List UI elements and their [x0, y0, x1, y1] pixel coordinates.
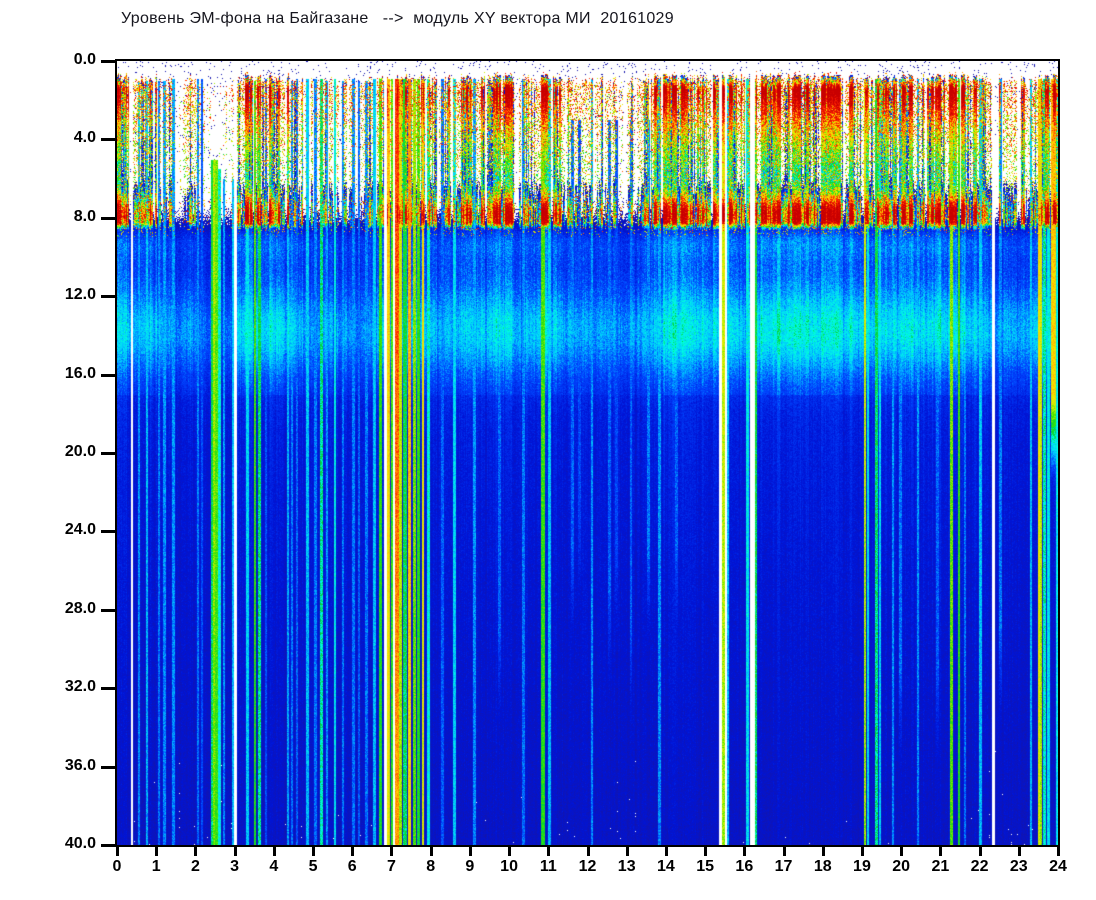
x-tick-label: 7: [387, 858, 396, 875]
x-tick-label: 0: [112, 858, 122, 875]
y-tick-label: 20.0: [64, 443, 96, 460]
y-axis-tick: [101, 844, 115, 847]
x-tick-label: 17: [774, 858, 793, 875]
x-tick-label: 9: [465, 858, 475, 875]
y-axis-tick: [101, 138, 115, 142]
y-tick-label: 12.0: [64, 286, 96, 304]
spectrogram-canvas: [117, 61, 1058, 845]
y-tick-label: 4.0: [73, 129, 96, 147]
x-axis-tick: [116, 847, 119, 856]
y-axis-tick: [101, 452, 115, 455]
y-tick-label: 40.0: [64, 835, 96, 852]
x-tick-label: 4: [269, 858, 279, 875]
x-tick-label: 13: [617, 858, 636, 875]
y-axis-tick: [101, 608, 115, 612]
x-axis-tick: [1057, 847, 1060, 856]
y-axis-tick: [101, 765, 115, 769]
y-tick-label: 32.0: [64, 678, 96, 696]
y-tick-label: 24.0: [64, 521, 96, 539]
x-axis-tick: [900, 847, 904, 856]
x-tick-label: 22: [970, 858, 989, 875]
x-axis-tick: [155, 847, 159, 856]
x-axis-tick: [625, 847, 629, 856]
x-tick-label: 19: [853, 858, 871, 875]
plot-frame: [115, 59, 1060, 847]
x-axis-tick: [429, 847, 433, 856]
x-axis-tick: [586, 847, 590, 856]
x-axis-tick: [743, 847, 747, 856]
y-axis-tick: [101, 60, 115, 63]
x-axis-tick: [312, 847, 316, 856]
y-tick-label: 28.0: [64, 599, 96, 617]
x-axis-tick: [978, 847, 982, 856]
x-tick-label: 10: [500, 858, 518, 875]
x-tick-label: 11: [539, 858, 557, 875]
x-axis-tick: [547, 847, 551, 856]
x-axis-tick: [508, 847, 512, 856]
x-axis-tick: [821, 847, 825, 856]
y-axis-tick: [101, 687, 115, 691]
y-axis-tick: [101, 530, 115, 534]
y-axis-tick: [101, 295, 115, 299]
x-tick-label: 6: [347, 858, 357, 875]
x-tick-label: 8: [426, 858, 436, 875]
x-axis-tick: [782, 847, 786, 856]
x-axis-tick: [272, 847, 276, 856]
y-tick-label: 16.0: [64, 364, 96, 382]
x-axis-tick: [351, 847, 355, 856]
x-axis-tick: [390, 847, 394, 856]
x-tick-label: 5: [308, 858, 318, 875]
y-axis-tick: [101, 373, 115, 377]
x-axis-tick: [468, 847, 472, 856]
x-tick-label: 21: [931, 858, 950, 875]
x-axis-tick: [704, 847, 708, 856]
x-tick-label: 23: [1009, 858, 1028, 875]
x-tick-label: 18: [813, 858, 832, 875]
x-tick-label: 2: [190, 858, 200, 875]
x-tick-label: 3: [230, 858, 240, 875]
x-tick-label: 24: [1049, 858, 1067, 875]
y-tick-label: 36.0: [64, 756, 96, 774]
x-axis-tick: [860, 847, 864, 856]
x-tick-label: 1: [151, 858, 161, 875]
y-axis-tick: [101, 216, 115, 220]
x-tick-label: 14: [657, 858, 675, 875]
x-tick-label: 20: [892, 858, 911, 875]
y-tick-label: 0.0: [73, 51, 96, 68]
x-axis-tick: [1017, 847, 1021, 856]
x-axis-tick: [233, 847, 237, 856]
chart-title: Уровень ЭМ-фона на Байгазане --> модуль …: [121, 10, 674, 27]
y-tick-label: 8.0: [73, 207, 96, 225]
x-axis-tick: [664, 847, 668, 856]
x-tick-label: 16: [735, 858, 754, 875]
x-tick-label: 12: [578, 858, 597, 875]
x-tick-label: 15: [696, 858, 715, 875]
x-axis-tick: [194, 847, 198, 856]
x-axis-tick: [939, 847, 943, 856]
